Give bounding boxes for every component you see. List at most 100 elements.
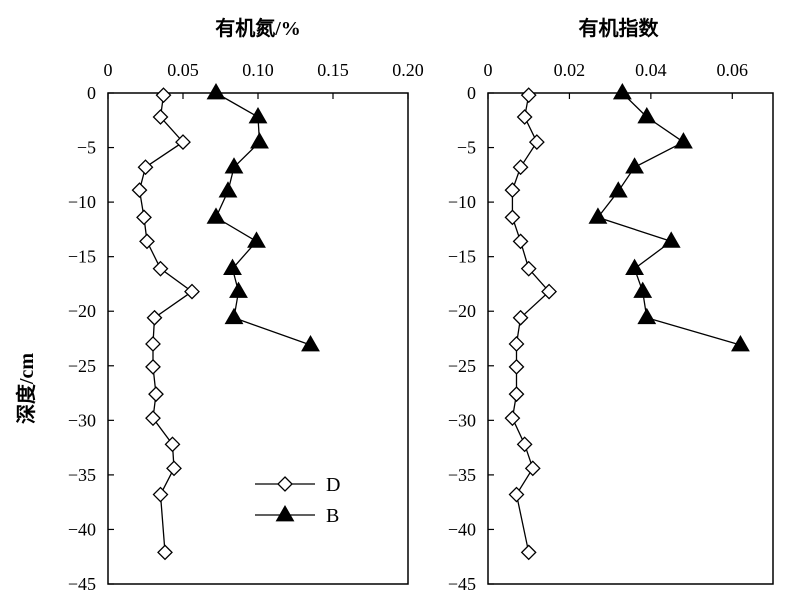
- data-point: [520, 544, 537, 561]
- data-point: [136, 209, 152, 226]
- data-point: [528, 134, 545, 151]
- data-point: [520, 87, 537, 104]
- x-tick-label: 0.10: [242, 60, 274, 80]
- data-point: [508, 386, 525, 403]
- data-point: [512, 159, 529, 176]
- x-tick-label: 0.20: [392, 60, 424, 80]
- data-point: [247, 231, 266, 248]
- x-tick-label: 0: [104, 60, 113, 80]
- y-tick-label: −10: [68, 192, 96, 212]
- y-tick-label: −40: [448, 519, 476, 539]
- data-point: [164, 436, 181, 453]
- data-point: [148, 386, 164, 403]
- series-B: [206, 82, 320, 352]
- y-tick-label: −10: [448, 192, 476, 212]
- data-point: [175, 134, 191, 151]
- data-point: [145, 410, 161, 427]
- plot-frame: [487, 92, 774, 585]
- data-point: [250, 132, 269, 149]
- data-point: [166, 460, 182, 477]
- data-point: [157, 544, 173, 561]
- x-tick-label: 0.04: [635, 60, 667, 80]
- data-point: [674, 132, 693, 149]
- chart-title: 有机氮/%: [215, 16, 301, 40]
- data-point: [661, 231, 681, 248]
- y-tick-label: −30: [448, 410, 476, 430]
- legend-marker: [275, 504, 295, 522]
- y-tick-label: −15: [68, 247, 96, 267]
- legend-label: D: [326, 474, 340, 496]
- data-point: [512, 233, 529, 250]
- data-point: [206, 207, 226, 224]
- series-line: [215, 92, 311, 346]
- data-point: [625, 157, 644, 174]
- data-point: [516, 436, 533, 453]
- chart-panel-2: 有机指数 0 0.02 0.04 0.06 0 −5 −10 −15 −20 −25 −30 −35 −4…: [448, 16, 774, 594]
- y-tick-label: 0: [87, 83, 96, 103]
- data-point: [637, 307, 657, 325]
- data-point: [139, 233, 155, 250]
- y-tick-label: −45: [68, 574, 96, 594]
- data-point: [146, 309, 163, 326]
- data-point: [612, 82, 632, 100]
- data-point: [524, 460, 541, 477]
- x-tick-label: 0.02: [554, 60, 586, 80]
- data-point: [608, 181, 628, 198]
- y-tick-label: −5: [457, 138, 476, 158]
- data-point: [152, 260, 169, 277]
- y-tick-label: −20: [448, 301, 476, 321]
- data-point: [508, 336, 525, 352]
- data-point: [224, 307, 244, 325]
- y-tick-label: −40: [68, 519, 96, 539]
- series-D: [131, 87, 200, 561]
- chart-panel-1: 有机氮/% 0 0.05 0.10 0.15 0.20 0 −5 −10 −15 −20 −25 −30…: [14, 16, 424, 594]
- y-tick-label: −5: [77, 138, 96, 158]
- y-tick-label: −25: [448, 356, 476, 376]
- y-tick-label: −35: [448, 465, 476, 485]
- data-point: [229, 281, 248, 298]
- chart-title: 有机指数: [579, 16, 660, 40]
- x-tick-label: 0.06: [717, 60, 749, 80]
- y-tick-label: −25: [68, 356, 96, 376]
- data-point: [504, 209, 521, 226]
- y-tick-label: −30: [68, 410, 96, 430]
- legend-marker: [277, 476, 293, 492]
- data-point: [516, 109, 533, 125]
- data-point: [131, 182, 148, 199]
- legend-label: B: [326, 505, 339, 527]
- data-point: [206, 82, 226, 100]
- legend: DB: [255, 474, 340, 527]
- series-D: [504, 87, 557, 561]
- y-tick-label: −15: [448, 247, 476, 267]
- y-tick-label: −20: [68, 301, 96, 321]
- series-line: [596, 92, 741, 346]
- y-tick-label: 0: [467, 83, 476, 103]
- data-point: [155, 87, 172, 104]
- data-point: [145, 336, 161, 352]
- x-tick-label: 0: [484, 60, 493, 80]
- data-point: [625, 258, 644, 276]
- y-tick-label: −45: [448, 574, 476, 594]
- data-point: [301, 335, 320, 352]
- x-tick-label: 0.05: [167, 60, 199, 80]
- data-point: [508, 358, 525, 375]
- y-axis-label: 深度/cm: [14, 353, 38, 424]
- data-point: [152, 109, 169, 125]
- data-point: [504, 410, 521, 427]
- data-point: [152, 486, 169, 503]
- data-point: [248, 107, 268, 124]
- data-point: [637, 107, 657, 124]
- data-point: [512, 309, 529, 326]
- data-point: [145, 358, 161, 375]
- data-point: [224, 157, 244, 174]
- data-point: [520, 260, 537, 277]
- data-point: [731, 335, 750, 352]
- data-point: [508, 486, 525, 503]
- data-point: [588, 207, 608, 224]
- data-point: [184, 283, 200, 300]
- x-tick-label: 0.15: [317, 60, 349, 80]
- data-point: [541, 283, 557, 300]
- data-point: [223, 258, 242, 276]
- data-point: [633, 281, 653, 298]
